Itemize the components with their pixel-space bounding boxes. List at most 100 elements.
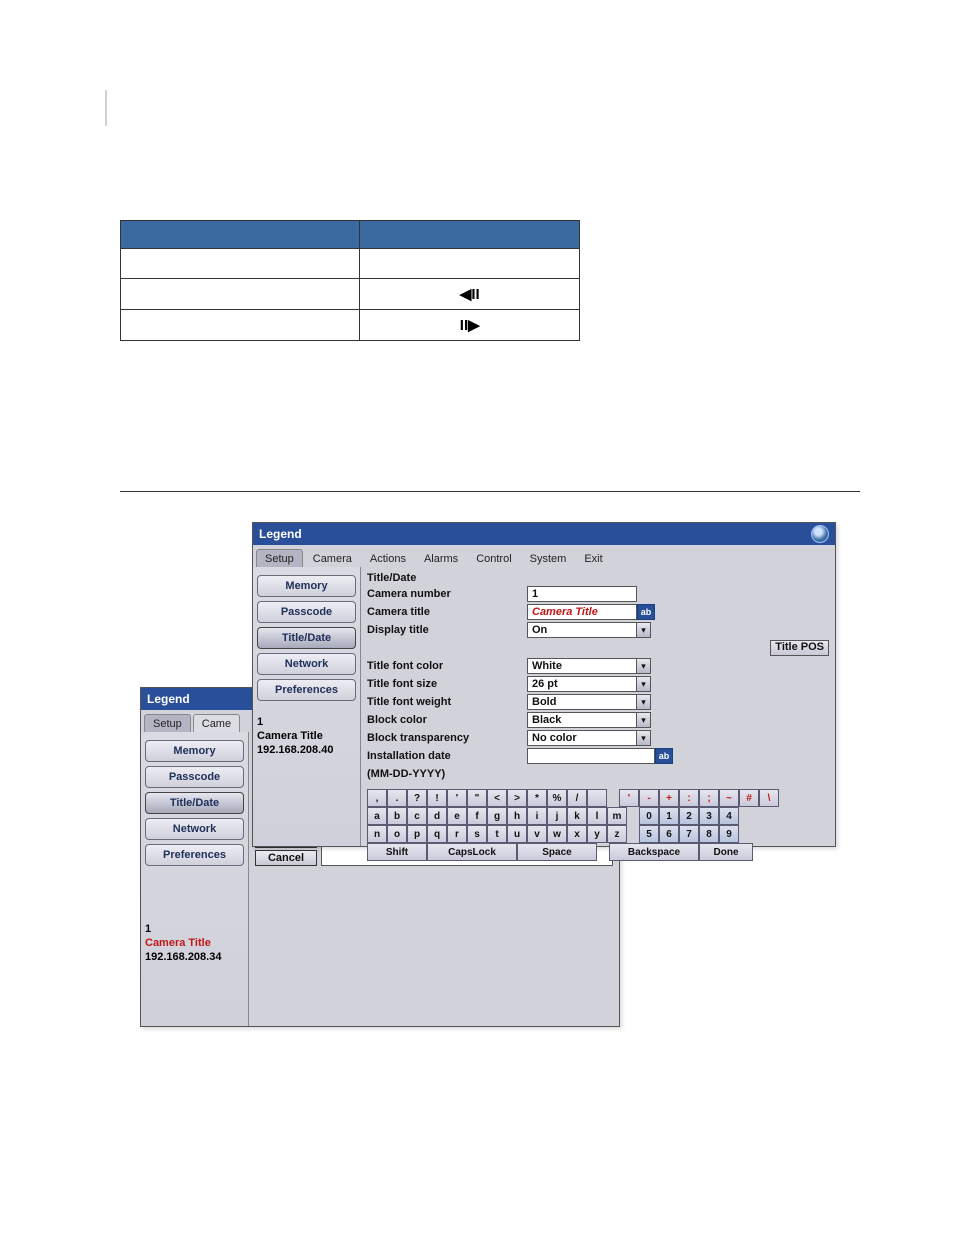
osk-key[interactable]: l [587,807,607,825]
dropdown-icon[interactable]: ▾ [637,622,651,638]
osk-key[interactable]: q [427,825,447,843]
osk-key[interactable]: p [407,825,427,843]
block-color-value[interactable]: Black [527,712,637,728]
osk-key[interactable]: f [467,807,487,825]
menu-alarms[interactable]: Alarms [416,551,466,567]
osk-key[interactable]: . [387,789,407,807]
osk-key[interactable]: v [527,825,547,843]
osk-key[interactable]: k [567,807,587,825]
font-size-value[interactable]: 26 pt [527,676,637,692]
osk-key[interactable]: ~ [719,789,739,807]
sidebar-item-preferences[interactable]: Preferences [145,844,244,866]
sidebar-item-memory[interactable]: Memory [257,575,356,597]
osk-key-shift[interactable]: Shift [367,843,427,861]
tab-setup[interactable]: Setup [256,549,303,567]
sidebar-item-passcode[interactable]: Passcode [145,766,244,788]
osk-key[interactable]: * [527,789,547,807]
osk-key[interactable]: 6 [659,825,679,843]
dropdown-icon[interactable]: ▾ [637,694,651,710]
osk-key[interactable]: a [367,807,387,825]
keyboard-icon[interactable]: ab [655,748,673,764]
sidebar-item-titledate[interactable]: Title/Date [145,792,244,814]
keyboard-icon[interactable]: ab [637,604,655,620]
menu-control[interactable]: Control [468,551,519,567]
dropdown-icon[interactable]: ▾ [637,676,651,692]
menu-camera[interactable]: Camera [305,551,360,567]
osk-key[interactable]: r [447,825,467,843]
osk-key[interactable]: 4 [719,807,739,825]
install-date-value[interactable] [527,748,655,764]
osk-key[interactable]: j [547,807,567,825]
osk-key[interactable]: y [587,825,607,843]
osk-key[interactable]: ' [619,789,639,807]
cancel-button[interactable]: Cancel [255,850,317,866]
osk-key[interactable]: 1 [659,807,679,825]
osk-key[interactable]: x [567,825,587,843]
menu-system[interactable]: System [522,551,575,567]
osk-key[interactable]: ; [699,789,719,807]
sidebar-item-network[interactable]: Network [257,653,356,675]
dropdown-icon[interactable]: ▾ [637,730,651,746]
camera-title-value[interactable]: Camera Title [527,604,637,620]
sidebar-item-passcode[interactable]: Passcode [257,601,356,623]
menu-exit[interactable]: Exit [576,551,610,567]
osk-key[interactable]: w [547,825,567,843]
osk-key[interactable]: < [487,789,507,807]
osk-key[interactable]: ? [407,789,427,807]
sidebar-item-memory[interactable]: Memory [145,740,244,762]
title-pos-button[interactable]: Title POS [770,640,829,656]
osk-key[interactable]: h [507,807,527,825]
menu-actions[interactable]: Actions [362,551,414,567]
sidebar-item-network[interactable]: Network [145,818,244,840]
osk-key[interactable]: m [607,807,627,825]
sidebar-item-preferences[interactable]: Preferences [257,679,356,701]
osk-key[interactable]: i [527,807,547,825]
sidebar-item-titledate[interactable]: Title/Date [257,627,356,649]
osk-key[interactable]: 2 [679,807,699,825]
osk-key[interactable]: / [567,789,587,807]
osk-key[interactable]: ' [447,789,467,807]
camera-number-value[interactable]: 1 [527,586,637,602]
osk-key[interactable]: " [467,789,487,807]
osk-key[interactable]: > [507,789,527,807]
osk-key[interactable]: 5 [639,825,659,843]
osk-key[interactable]: t [487,825,507,843]
osk-key[interactable]: g [487,807,507,825]
osk-key[interactable]: o [387,825,407,843]
font-color-value[interactable]: White [527,658,637,674]
font-weight-value[interactable]: Bold [527,694,637,710]
osk-key[interactable]: 0 [639,807,659,825]
osk-key[interactable]: c [407,807,427,825]
osk-key[interactable]: d [427,807,447,825]
osk-key[interactable] [587,789,607,807]
tab-camera[interactable]: Came [193,714,240,732]
osk-key[interactable]: , [367,789,387,807]
osk-key[interactable]: ! [427,789,447,807]
dropdown-icon[interactable]: ▾ [637,658,651,674]
osk-key[interactable]: 8 [699,825,719,843]
osk-key[interactable]: - [639,789,659,807]
dropdown-icon[interactable]: ▾ [637,712,651,728]
osk-key[interactable]: : [679,789,699,807]
titlebar: Legend [253,523,835,545]
display-title-value[interactable]: On [527,622,637,638]
osk-key[interactable]: % [547,789,567,807]
osk-key[interactable]: e [447,807,467,825]
osk-key-backspace[interactable]: Backspace [609,843,699,861]
osk-key[interactable]: 3 [699,807,719,825]
osk-key[interactable]: 9 [719,825,739,843]
osk-key[interactable]: 7 [679,825,699,843]
osk-key-space[interactable]: Space [517,843,597,861]
osk-key[interactable]: + [659,789,679,807]
osk-key[interactable]: s [467,825,487,843]
osk-key[interactable]: # [739,789,759,807]
tab-setup[interactable]: Setup [144,714,191,732]
osk-key[interactable]: b [387,807,407,825]
osk-key[interactable]: u [507,825,527,843]
osk-key-capslock[interactable]: CapsLock [427,843,517,861]
osk-key[interactable]: z [607,825,627,843]
osk-key-done[interactable]: Done [699,843,753,861]
osk-key[interactable]: \ [759,789,779,807]
osk-key[interactable]: n [367,825,387,843]
block-trans-value[interactable]: No color [527,730,637,746]
